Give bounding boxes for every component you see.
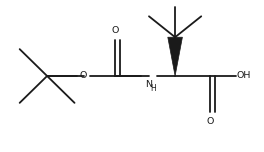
Polygon shape (168, 37, 182, 76)
Text: O: O (207, 117, 214, 126)
Text: N: N (145, 80, 153, 89)
Text: OH: OH (237, 71, 251, 81)
Text: O: O (80, 71, 87, 81)
Text: H: H (150, 84, 155, 93)
Text: O: O (111, 26, 119, 35)
